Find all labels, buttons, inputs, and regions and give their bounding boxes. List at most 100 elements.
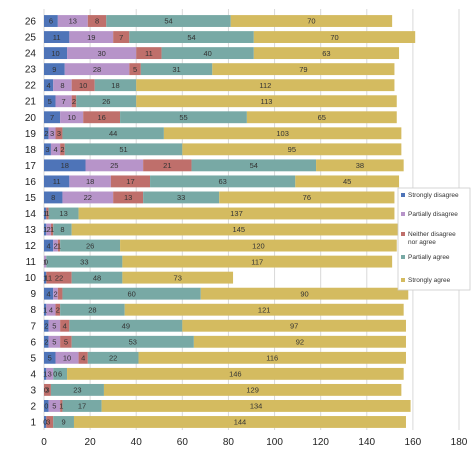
data-label: 117	[251, 257, 263, 266]
data-label: 26	[86, 241, 94, 250]
bar-segment	[69, 175, 111, 188]
data-label: 25	[110, 161, 118, 170]
data-label: 63	[322, 49, 330, 58]
data-label: 0	[44, 402, 48, 411]
category-label: 25	[25, 33, 37, 44]
data-label: 70	[307, 17, 315, 26]
data-label: 2	[44, 321, 48, 330]
data-label: 2	[44, 337, 48, 346]
bar-segment	[46, 255, 123, 268]
bar-segment	[60, 400, 63, 412]
bar-segment	[44, 303, 47, 316]
bar-segment	[44, 335, 49, 348]
legend-swatch	[401, 193, 405, 197]
data-label: 3	[48, 370, 52, 379]
bar-segment	[48, 207, 79, 220]
category-label: 9	[30, 289, 36, 300]
bar-segment	[46, 223, 51, 236]
category-label: 20	[25, 113, 37, 124]
bar-segment	[69, 31, 114, 43]
bar-segment	[193, 335, 406, 348]
data-label: 1	[57, 241, 61, 250]
x-tick-label: 100	[266, 437, 283, 448]
category-label: 21	[25, 97, 37, 108]
data-label: 116	[266, 354, 278, 363]
data-label: 2	[72, 97, 76, 106]
bar-segment	[71, 79, 95, 92]
x-tick-label: 80	[223, 437, 235, 448]
data-label: 8	[60, 225, 64, 234]
bar-segment	[60, 143, 65, 156]
data-label: 103	[276, 129, 289, 138]
legend-entry-label: Neither disagree	[408, 231, 456, 238]
bar-segment	[136, 79, 395, 92]
bar-segment	[55, 95, 72, 108]
category-label: 7	[30, 321, 36, 332]
data-label: 28	[88, 305, 96, 314]
data-label: 0	[53, 370, 57, 379]
data-label: 121	[258, 305, 271, 314]
data-label: 3	[45, 145, 49, 154]
data-label: 3	[45, 386, 49, 395]
category-label: 26	[25, 17, 37, 28]
data-label: 31	[172, 65, 180, 74]
category-label: 22	[25, 81, 37, 92]
bar-segment	[44, 223, 47, 236]
category-label: 23	[25, 65, 37, 76]
data-label: 11	[53, 177, 61, 186]
data-label: 10	[79, 81, 87, 90]
category-label: 17	[25, 161, 37, 172]
data-label: 40	[204, 49, 212, 58]
category-label: 13	[25, 225, 37, 236]
bar-segment	[138, 351, 406, 364]
category-label: 14	[25, 209, 37, 220]
data-label: 113	[261, 97, 273, 106]
data-label: 146	[229, 370, 242, 379]
bar-segment	[136, 95, 397, 108]
bar-segment	[85, 159, 144, 172]
x-tick-label: 60	[177, 437, 189, 448]
bar-segment	[57, 287, 63, 300]
bar-segment	[122, 271, 234, 284]
bar-segment	[124, 303, 404, 316]
bar-segment	[60, 111, 84, 124]
data-label: 4	[47, 241, 51, 250]
data-label: 44	[109, 129, 117, 138]
data-label: 22	[55, 273, 63, 282]
data-label: 1	[43, 225, 47, 234]
category-label: 11	[26, 257, 37, 268]
x-tick-label: 0	[41, 437, 47, 448]
bar-segment	[62, 191, 114, 204]
bar-segment	[44, 271, 47, 284]
bar-segment	[53, 287, 58, 300]
bar-segment	[230, 15, 393, 27]
bar-segment	[83, 111, 121, 124]
bar-segment	[53, 239, 58, 252]
bar-segment	[101, 400, 411, 412]
data-label: 7	[62, 97, 66, 106]
bar-segment	[48, 400, 61, 412]
bar-segment	[53, 416, 74, 428]
bar-segment	[50, 143, 61, 156]
x-tick-label: 40	[131, 437, 143, 448]
legend-entry-label: Partially disagree	[408, 211, 458, 218]
category-label: 10	[25, 273, 37, 284]
bar-segment	[150, 175, 296, 188]
bar-segment	[44, 351, 56, 364]
bar-segment	[48, 335, 61, 348]
bar-segment	[44, 239, 54, 252]
x-tick-label: 140	[358, 437, 375, 448]
data-label: 19	[87, 33, 95, 42]
data-label: 48	[93, 273, 101, 282]
bar-segment	[46, 271, 72, 284]
bar-segment	[87, 15, 107, 27]
data-label: 134	[250, 402, 263, 411]
data-label: 11	[44, 273, 52, 282]
data-label: 23	[73, 386, 81, 395]
data-label: 2	[47, 225, 51, 234]
data-label: 120	[252, 241, 265, 250]
data-label: 22	[109, 354, 117, 363]
legend-swatch	[401, 255, 405, 259]
category-label: 19	[25, 129, 37, 140]
bar-segment	[44, 143, 51, 156]
